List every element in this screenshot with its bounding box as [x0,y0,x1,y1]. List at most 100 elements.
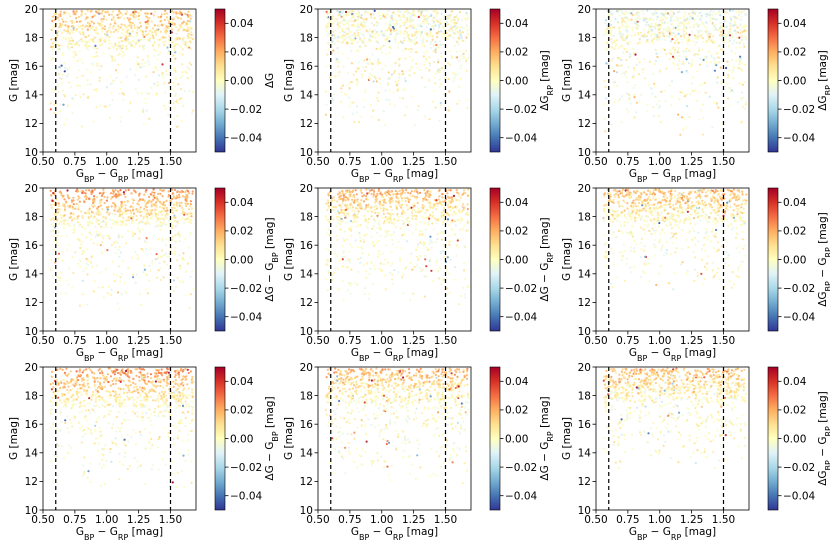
scatter-point [146,209,148,211]
scatter-point [645,215,647,217]
scatter-point [341,36,343,38]
scatter-point [360,199,362,201]
scatter-point [681,116,683,118]
scatter-point [349,10,351,12]
scatter-point [709,20,711,22]
scatter-point [118,249,120,251]
scatter-point [438,198,440,200]
scatter-point [373,193,375,195]
scatter-point [163,189,165,191]
scatter-point [411,215,413,217]
scatter-point [626,12,628,14]
scatter-point [337,65,339,67]
scatter-point [440,102,442,104]
scatter-point [402,16,404,18]
scatter-point [105,224,107,226]
scatter-point [67,104,69,106]
scatter-point [396,20,398,22]
scatter-point [632,14,634,16]
scatter-point [90,222,92,224]
scatter-point [106,86,108,88]
scatter-point [93,47,95,49]
scatter-point [390,206,392,208]
scatter-point [97,40,99,42]
scatter-point [134,233,136,235]
scatter-point [87,97,89,99]
scatter-point [406,27,408,29]
scatter-point [679,91,681,93]
scatter-point [705,92,707,94]
scatter-point [463,189,465,191]
scatter-point [415,33,417,35]
scatter-point [57,17,59,19]
colorbar-tick-label: 0.04 [230,197,254,209]
scatter-point [69,217,71,219]
scatter-point [325,27,327,29]
scatter-point [140,210,142,212]
scatter-point [126,10,128,12]
scatter-point [350,17,352,19]
scatter-point [148,63,150,65]
scatter-point [331,41,333,43]
scatter-point [388,27,390,29]
scatter-point [439,202,441,204]
scatter-point [83,200,85,202]
scatter-point [82,39,84,41]
scatter-point [355,13,357,15]
scatter-point [434,61,436,63]
colorbar-tick-label: 0.00 [505,254,528,266]
scatter-point [173,44,175,46]
scatter-point [93,216,95,218]
scatter-point [696,23,698,25]
scatter-point [89,232,91,234]
scatter-point [440,30,442,32]
scatter-point [110,92,112,94]
scatter-point [172,193,174,195]
scatter-point [384,220,386,222]
scatter-point [357,17,359,19]
scatter-point [366,57,368,59]
scatter-point [429,236,431,238]
scatter-point [362,24,364,26]
scatter-point [674,42,676,44]
scatter-point [678,42,680,44]
scatter-point [114,20,116,22]
scatter-point [653,115,655,117]
scatter-point [78,16,80,18]
scatter-point [654,23,656,25]
scatter-point [609,209,611,211]
scatter-point [131,192,133,194]
scatter-point [110,227,112,229]
scatter-point [191,37,193,39]
scatter-point [182,209,184,211]
scatter-point [87,264,89,266]
scatter-point [624,210,626,212]
scatter-point [325,215,327,217]
scatter-point [99,40,101,42]
scatter-point [108,36,110,38]
x-axis-label: GBP − GRP [mag] [351,347,438,363]
scatter-point [62,90,64,92]
scatter-point [159,221,161,223]
scatter-point [622,36,624,38]
scatter-point [164,92,166,94]
scatter-point [61,223,63,225]
scatter-point [440,56,442,58]
scatter-point [123,25,125,27]
scatter-point [339,11,341,13]
scatter-point [408,48,410,50]
scatter-point [392,243,394,245]
scatter-point [691,82,693,84]
scatter-point [428,224,430,226]
scatter-point [424,115,426,117]
scatter-point [345,266,347,268]
scatter-point [60,292,62,294]
scatter-point [152,45,154,47]
scatter-point [355,239,357,241]
scatter-point [89,208,91,210]
scatter-point [392,234,394,236]
scatter-point [361,195,363,197]
y-tick-label: 10 [300,147,313,159]
scatter-point [134,74,136,76]
scatter-point [429,239,431,241]
